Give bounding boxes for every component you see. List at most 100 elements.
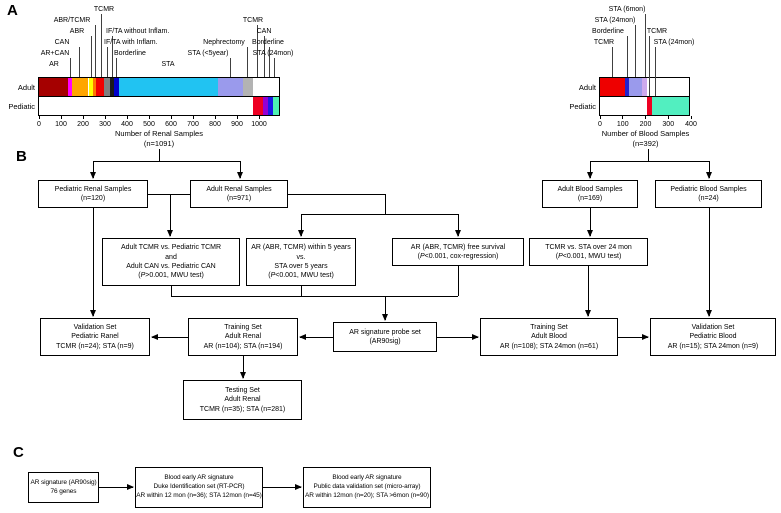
flow-box-adult-renal-samples: Adult Renal Samples (n=971) [190,180,288,208]
flow-box-line: Blood early AR signature [164,474,234,482]
connector-line [589,208,591,236]
callout-label-sta: STA [161,61,175,68]
connector-line [384,296,386,320]
callout-leader [654,47,656,96]
chart-renal-rowlabel: Pediatic [8,102,35,111]
segment-if-ta-without-inflam- [109,78,114,96]
arrowhead [127,483,134,490]
connector-line [92,161,94,178]
arrowhead [586,230,593,237]
flow-box-line: Training Set [224,323,262,331]
flow-box-line: and [165,253,177,261]
flow-box-ar-within-5years-comparison: AR (ABR, TCMR) within 5 years vs. STA over… [246,238,356,286]
callout-label-borderline: Borderline [252,39,284,46]
axis-tick-label: 300 [662,121,675,128]
flow-box-line: TCMR (n=35); STA (n=281) [199,405,286,413]
callout-label-if-ta-without-inflam-: IF/TA without Inflam. [106,28,170,35]
axis-tick-label: 200 [77,121,89,128]
flow-box-line: Duke Identification set (RT-PCR) [153,483,245,491]
connector-line [171,295,458,297]
connector-line [708,161,710,178]
flow-box-duke-identification-set: Blood early AR signature Duke Identificat… [135,467,263,508]
callout-leader [246,47,248,77]
connector-line [92,208,94,316]
connector-line [300,336,333,338]
connector-line [457,266,459,296]
arrowhead [584,310,591,317]
arrowhead [299,333,306,340]
flow-box-line: AR signature probe set [349,328,421,336]
flow-box-line: (P>0.001, MWU test) [138,272,204,280]
arrowhead [239,372,246,379]
flow-box-line: AR within 12mon (n=20); STA >6mon (n=90) [305,491,429,499]
segment-sta [118,78,218,96]
arrowhead [642,333,649,340]
connector-line [618,336,648,338]
flow-box-line: 76 genes [50,487,77,495]
axis-tick [690,116,692,119]
flow-box-line: Public data validation set (micro-array) [313,483,421,491]
connector-line [708,208,710,316]
chart-renal-n-label: (n=1091) [143,139,175,148]
callout-leader [273,58,275,77]
flow-box-testing-set-adult-renal: Testing Set Adult Renal TCMR (n=35); STA (… [183,380,302,420]
segment-abr-tcmr [93,78,96,96]
flow-box-tcmr-can-comparison: Adult TCMR vs. Pediatric TCMR and Adult CA… [102,238,240,286]
flow-box-line: AR (n=108); STA 24mon (n=61) [499,342,599,350]
callout-label-sta-24mon-: STA (24mon) [252,50,294,57]
segment-if-ta-with-inflam- [104,78,110,96]
arrowhead [295,483,302,490]
axis-tick [192,116,194,119]
arrowhead [297,230,304,237]
connector-line [99,486,133,488]
chart-blood-rowlabel: Pediatic [569,102,596,111]
flow-box-line: Adult Renal [224,396,261,404]
connector-line [647,149,649,161]
flow-box-line: Adult Blood [531,333,567,341]
callout-leader [229,58,231,77]
callout-label-borderline: Borderline [114,50,146,57]
flow-box-line: AR (ABR, TCMR) within 5 years [251,244,351,252]
flow-box-validation-set-pediatric-blood: Validation Set Pediatric Blood AR (n=15); … [650,318,776,356]
connector-line [158,149,160,161]
segment-sta-5year- [217,78,244,96]
axis-tick [236,116,238,119]
callout-leader [626,36,628,77]
callout-leader [644,14,646,77]
chart-blood-rowlabel: Adult [578,83,596,92]
arrowhead [586,172,593,179]
segment-tcmr [95,78,105,96]
axis-tick [60,116,62,119]
callout-label-abr: ABR [69,28,85,35]
segment-ar-can [68,78,73,96]
flow-box-line: AR signature (AR90sig) [30,478,97,486]
arrowhead [166,230,173,237]
axis-tick-label: 1000 [251,121,267,128]
segment-nephrectomy [243,78,253,96]
segment-sta-24mon- [629,78,643,96]
callout-label-abr-tcmr: ABR/TCMR [53,17,91,24]
callout-label-ar-can: AR+CAN [40,50,70,57]
callout-leader [78,47,80,77]
segment-borderline [114,78,119,96]
flow-box-line: (n=120) [80,195,106,202]
chart-renal-rowlabel: Adult [17,83,35,92]
flow-box-ar-free-survival: AR (ABR, TCMR) free survival (P<0.001, co… [392,238,524,266]
flow-box-line: Adult Renal [224,333,262,341]
callout-leader [100,14,102,77]
segment-borderline [625,78,630,96]
flow-box-line: Pediatric Blood [689,333,737,341]
axis-tick-label: 600 [165,121,177,128]
flow-box-line: (P<0.001, MWU test) [555,253,622,260]
callout-leader [111,36,113,77]
callout-label-can: CAN [256,28,272,35]
segment-can [72,78,89,96]
callout-label-sta-24mon-: STA (24mon) [653,39,695,46]
axis-tick [645,116,646,119]
axis-tick-label: 200 [639,121,652,128]
connector-line [457,214,459,236]
chart-blood-row-pediatic [599,96,691,116]
axis-tick-label: 700 [187,121,199,128]
